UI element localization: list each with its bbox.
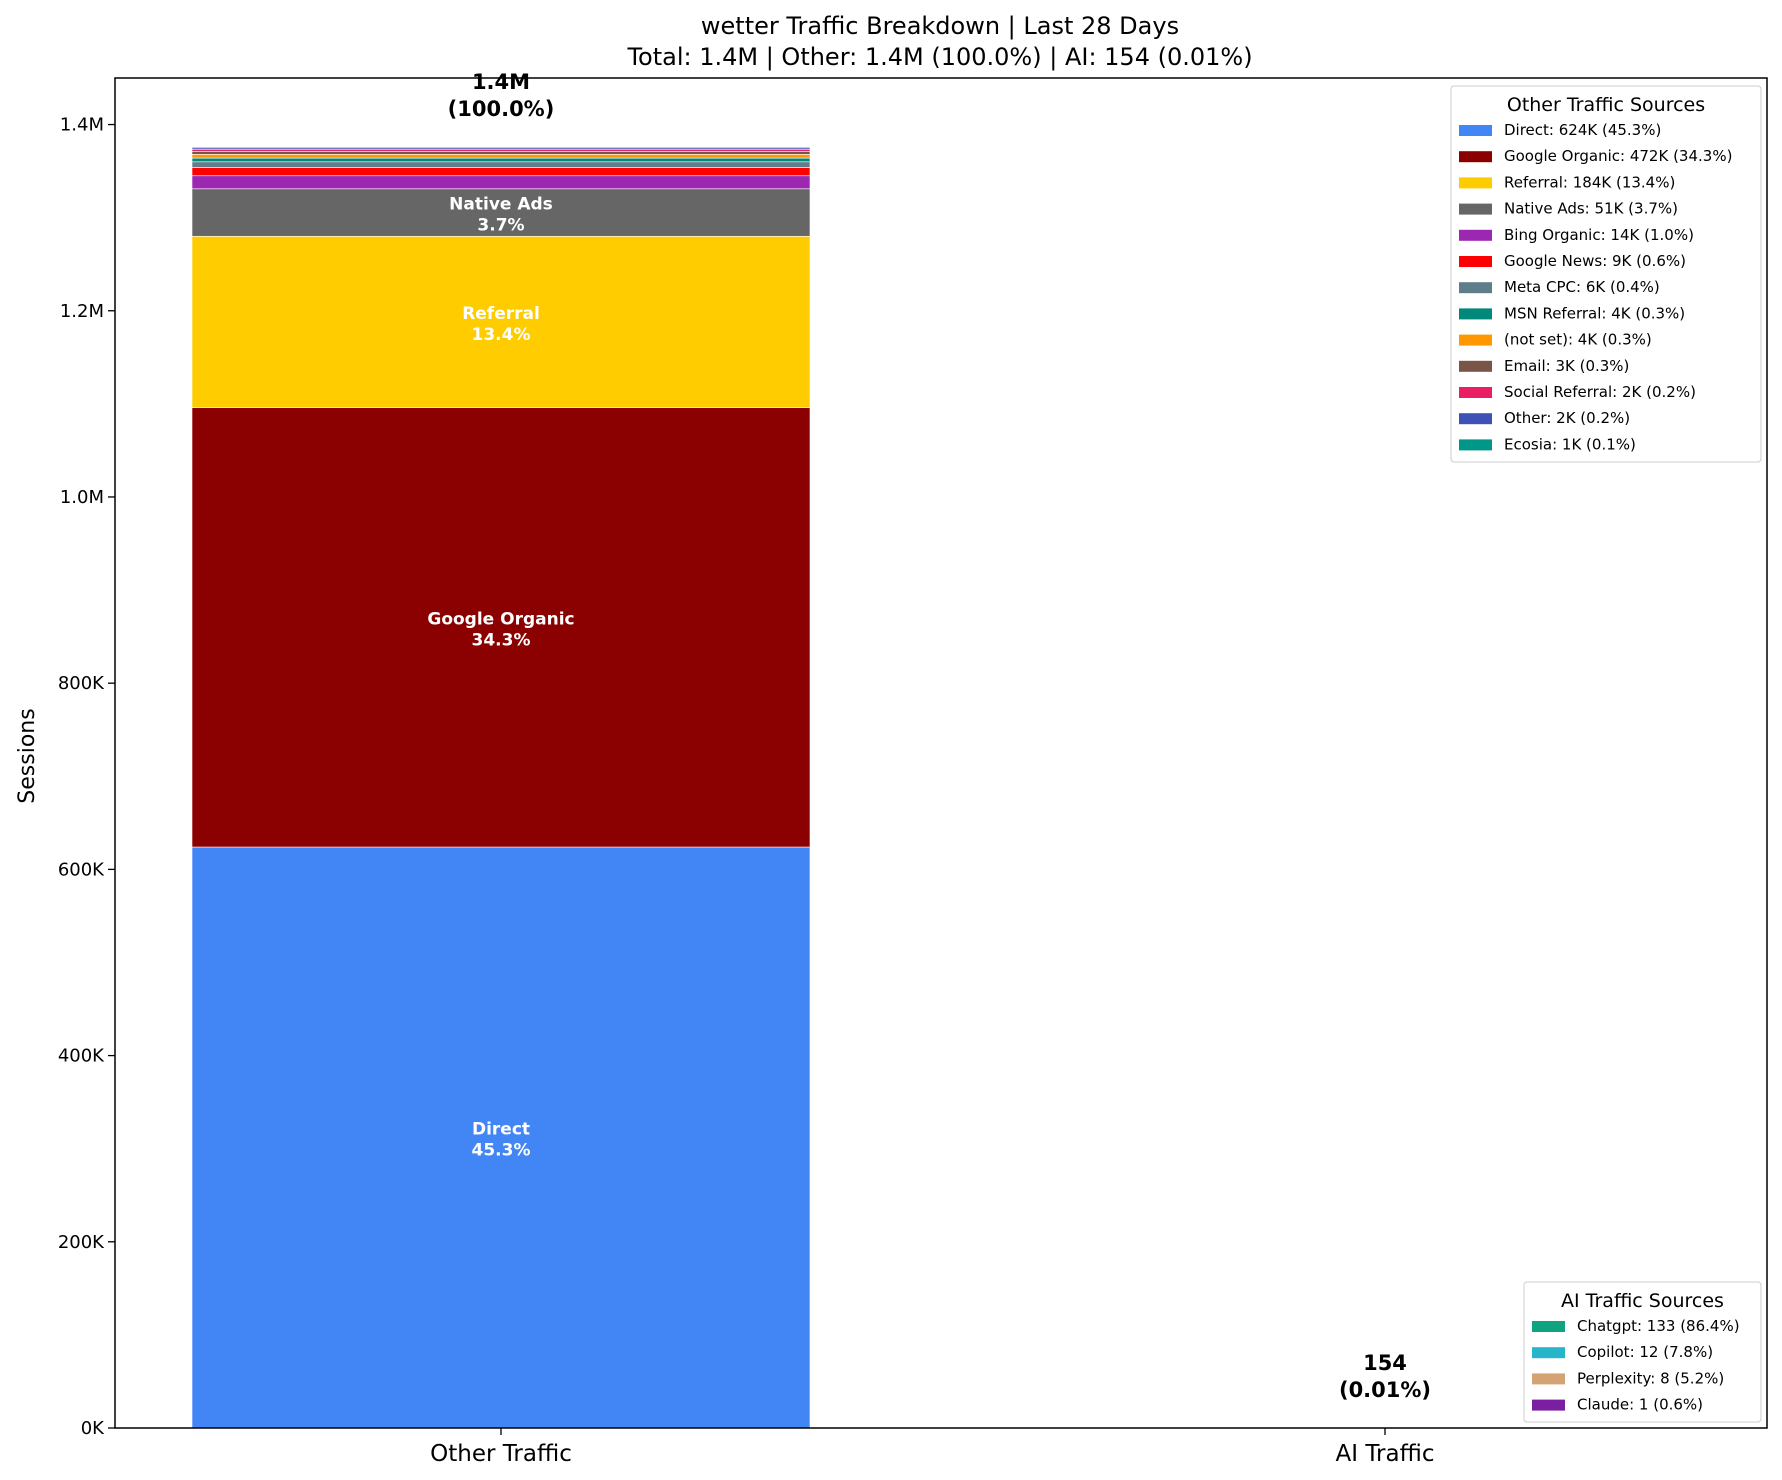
legend-swatch bbox=[1459, 413, 1492, 425]
legend-title: AI Traffic Sources bbox=[1561, 1290, 1724, 1312]
chart-title: wetter Traffic Breakdown | Last 28 Days bbox=[701, 12, 1179, 40]
legend-entry-label: Perplexity: 8 (5.2%) bbox=[1577, 1369, 1724, 1387]
legend-swatch bbox=[1532, 1399, 1565, 1411]
bar-totals: 1.4M (100.0%) 154 (0.01%) bbox=[448, 70, 1431, 1402]
y-tick-label: 1.4M bbox=[60, 115, 104, 136]
y-tick-label: 200K bbox=[58, 1232, 105, 1253]
segment-pct-label: 45.3% bbox=[472, 1141, 531, 1161]
segment-name-label: Native Ads bbox=[449, 195, 553, 215]
legend-entry-label: MSN Referral: 4K (0.3%) bbox=[1504, 304, 1685, 322]
y-tick-label: 0K bbox=[81, 1418, 105, 1439]
bar-segment-ecosia bbox=[191, 146, 811, 149]
legend-other-traffic: Other Traffic Sources Direct: 624K (45.3%… bbox=[1450, 85, 1762, 463]
legend-swatch bbox=[1459, 439, 1492, 451]
bar-segment-direct bbox=[191, 846, 811, 1429]
legend-swatch bbox=[1459, 256, 1492, 267]
bar-total-value: 154 bbox=[1363, 1351, 1407, 1375]
legend-swatch bbox=[1459, 177, 1492, 189]
legend-entry-label: Native Ads: 51K (3.7%) bbox=[1504, 200, 1678, 218]
legend-swatch bbox=[1532, 1321, 1565, 1332]
segment-pct-label: 34.3% bbox=[472, 630, 531, 650]
bar-segment-email bbox=[191, 151, 811, 155]
legend-title: Other Traffic Sources bbox=[1507, 94, 1705, 116]
legend-swatch bbox=[1532, 1347, 1565, 1359]
x-tick-label: Other Traffic bbox=[430, 1441, 572, 1467]
legend-swatch bbox=[1459, 203, 1492, 215]
segment-pct-label: 13.4% bbox=[472, 325, 531, 345]
legend-entry-label: Ecosia: 1K (0.1%) bbox=[1504, 435, 1636, 453]
y-tick-label: 1.0M bbox=[60, 487, 104, 508]
legend-entry-label: Claude: 1 (0.6%) bbox=[1577, 1396, 1703, 1414]
y-tick-label: 400K bbox=[58, 1046, 105, 1067]
legend-entry-label: Referral: 184K (13.4%) bbox=[1504, 173, 1675, 191]
y-tick-label: 800K bbox=[58, 673, 105, 694]
legend-entry-label: Google News: 9K (0.6%) bbox=[1504, 252, 1686, 270]
legend-ai-traffic: AI Traffic Sources Chatgpt: 133 (86.4%) Co… bbox=[1523, 1281, 1762, 1423]
legend-entry-label: Social Referral: 2K (0.2%) bbox=[1504, 383, 1696, 401]
bar-segment-not-set bbox=[191, 154, 811, 159]
y-axis-label: Sessions bbox=[15, 708, 40, 803]
legend-entry-label: Google Organic: 472K (34.3%) bbox=[1504, 147, 1732, 165]
bar-total-pct: (100.0%) bbox=[448, 97, 555, 121]
segment-name-label: Google Organic bbox=[427, 609, 574, 629]
y-tick-label: 600K bbox=[58, 859, 105, 880]
legend-swatch bbox=[1459, 125, 1492, 136]
bar-segment-meta-cpc bbox=[191, 161, 811, 168]
legend-entry-label: Bing Organic: 14K (1.0%) bbox=[1504, 226, 1694, 244]
legend-swatch bbox=[1459, 387, 1492, 398]
bar-total-value: 1.4M bbox=[472, 70, 530, 94]
legend-swatch bbox=[1459, 308, 1492, 320]
legend-entry-label: Direct: 624K (45.3%) bbox=[1504, 121, 1661, 139]
legend-swatch bbox=[1459, 282, 1492, 294]
bar-segment-google-organic bbox=[191, 407, 811, 848]
legend-frame bbox=[1450, 85, 1762, 463]
x-tick-label: AI Traffic bbox=[1336, 1441, 1435, 1467]
segment-name-label: Referral bbox=[462, 304, 540, 324]
chart-subtitle: Total: 1.4M | Other: 1.4M (100.0%) | AI:… bbox=[626, 43, 1252, 71]
y-tick-label: 1.2M bbox=[60, 301, 104, 322]
legend-entry-label: Email: 3K (0.3%) bbox=[1504, 357, 1629, 375]
y-axis: 0K 200K 400K 600K 800K 1.0M 1.2M 1.4M bbox=[58, 115, 115, 1439]
bar-segment-referral bbox=[191, 235, 811, 408]
legend-swatch bbox=[1459, 360, 1492, 372]
legend-entry-label: Meta CPC: 6K (0.4%) bbox=[1504, 278, 1660, 296]
legend-entry-label: Other: 2K (0.2%) bbox=[1504, 409, 1630, 427]
bar-segment-bing-organic bbox=[191, 175, 811, 190]
bar-segment-google-news bbox=[191, 167, 811, 177]
legend-entry-label: (not set): 4K (0.3%) bbox=[1504, 331, 1652, 349]
legend-swatch bbox=[1532, 1373, 1565, 1385]
segment-pct-label: 3.7% bbox=[477, 216, 524, 236]
bar-total-pct: (0.01%) bbox=[1339, 1378, 1431, 1402]
legend-swatch bbox=[1459, 229, 1492, 241]
legend-swatch bbox=[1459, 151, 1492, 163]
bar-segment-msn-referral bbox=[191, 157, 811, 163]
legend-frame bbox=[1523, 1281, 1762, 1423]
plot-frame bbox=[114, 77, 1768, 1429]
legend-entry-label: Chatgpt: 133 (86.4%) bbox=[1577, 1317, 1740, 1335]
legend-swatch bbox=[1459, 334, 1492, 346]
segment-name-label: Direct bbox=[472, 1120, 530, 1140]
bar-segment-native-ads bbox=[191, 188, 811, 237]
x-axis: Other Traffic AI Traffic bbox=[430, 1428, 1434, 1467]
legend-entry-label: Copilot: 12 (7.8%) bbox=[1577, 1343, 1713, 1361]
